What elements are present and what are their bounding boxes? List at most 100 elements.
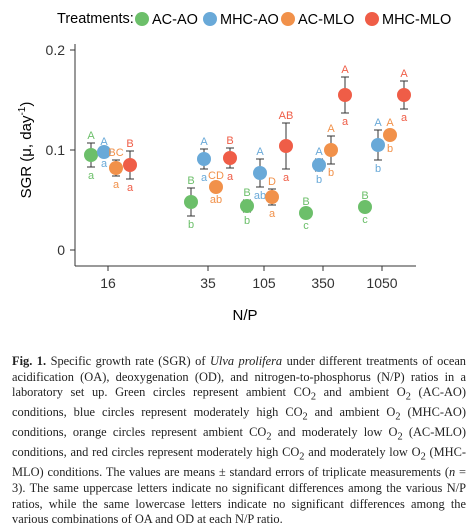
point-ac-mlo-16: [109, 161, 123, 175]
data-marks: Aa BbBbBcBcAaAaAabAbAbBCaCDabDaAbAbBaBaAB…: [84, 64, 411, 232]
point-ac-ao-350: [299, 206, 313, 220]
upper-letter-mhc-ao-350: A: [315, 146, 323, 158]
caption-text: and ambient O: [307, 405, 396, 420]
sgr-chart: Treatments: AC-AO MHC-AO AC-MLO MHC-MLO 0 0.…: [17, 11, 451, 324]
legend-marker-ac-ao: [135, 12, 149, 26]
point-mhc-mlo-1050: [397, 88, 411, 102]
x-tick-label: 1050: [366, 275, 397, 291]
lower-letter-mhc-mlo-35: a: [227, 171, 234, 183]
caption-species: Ulva prolifera: [209, 354, 283, 368]
x-axis-label: N/P: [232, 307, 257, 324]
y-tick-label: 0: [57, 242, 65, 258]
point-ac-mlo-350: [324, 143, 338, 157]
upper-letter-mhc-mlo-350: A: [341, 64, 349, 76]
upper-letter-mhc-ao-1050: A: [374, 117, 382, 129]
legend-label-ac-ao: AC-AO: [152, 12, 198, 28]
legend-label-ac-mlo: AC-MLO: [298, 12, 354, 28]
caption-text: and ambient O: [316, 385, 406, 400]
caption-text: (AC-MLO) conditions, and red circles rep…: [12, 425, 466, 460]
legend: Treatments: AC-AO MHC-AO AC-MLO MHC-MLO: [57, 11, 451, 28]
point-mhc-ao-35: [197, 152, 211, 166]
legend-title: Treatments:: [57, 11, 134, 27]
caption-text: (MHC-AO) conditions, orange circles repr…: [12, 405, 466, 440]
point-ac-ao-35: [184, 195, 198, 209]
caption-sub: 2: [266, 431, 272, 443]
lower-letter-ac-ao-16: a: [88, 170, 95, 182]
lower-letter-mhc-ao-350: b: [316, 174, 322, 186]
upper-letter-mhc-ao-16: A: [100, 136, 108, 148]
point-ac-mlo-35: [209, 180, 223, 194]
upper-letter-mhc-mlo-16: B: [126, 138, 133, 150]
y-tick-label: 0.2: [46, 42, 66, 58]
upper-letter-mhc-ao-105: A: [256, 146, 264, 158]
point-mhc-mlo-350: [338, 88, 352, 102]
upper-letter-ac-ao-105: B: [243, 187, 250, 199]
lower-letter-ac-mlo-16: a: [113, 179, 120, 191]
caption-sub: 2: [299, 451, 305, 463]
x-tick-label: 350: [311, 275, 335, 291]
x-tick-label: 16: [100, 275, 116, 291]
lower-letter-mhc-mlo-105: a: [283, 172, 290, 184]
lower-letter-ac-ao-105: b: [244, 215, 250, 227]
point-ac-mlo-1050: [383, 128, 397, 142]
upper-letter-ac-mlo-16: BC: [108, 147, 123, 159]
upper-letter-ac-ao-1050: B: [361, 190, 368, 202]
lower-letter-mhc-mlo-1050: a: [401, 112, 408, 124]
lower-letter-ac-ao-35: b: [188, 219, 194, 231]
caption-sub: 2: [310, 391, 316, 403]
caption-sub: 2: [395, 411, 401, 423]
caption-text: (MHC-MLO) conditions. The values are mea…: [12, 445, 466, 480]
upper-letter-ac-mlo-35: CD: [208, 170, 224, 182]
point-ac-ao-105: [240, 199, 254, 213]
upper-letter-ac-ao-350: B: [302, 196, 309, 208]
upper-letter-ac-mlo-350: A: [327, 123, 335, 135]
caption-text: under different treatments of ocean acid…: [12, 354, 467, 400]
upper-letter-ac-ao-16: A: [87, 130, 95, 142]
caption-sub: 2: [397, 431, 403, 443]
legend-marker-ac-mlo: [281, 12, 295, 26]
lower-letter-mhc-ao-1050: b: [375, 163, 381, 175]
lower-letter-mhc-mlo-16: a: [127, 182, 134, 194]
legend-marker-mhc-mlo: [365, 12, 379, 26]
point-mhc-ao-105: [253, 166, 267, 180]
caption-sub: 2: [405, 391, 411, 403]
upper-letter-mhc-mlo-1050: A: [400, 68, 408, 80]
upper-letter-mhc-mlo-35: B: [226, 135, 233, 147]
point-ac-ao-1050: [358, 200, 372, 214]
lower-letter-ac-ao-350: c: [303, 220, 309, 232]
lower-letter-mhc-ao-105: ab: [254, 190, 266, 202]
lower-letter-ac-ao-1050: c: [362, 214, 368, 226]
caption-sub: 2: [420, 451, 426, 463]
caption-n: n: [448, 465, 456, 480]
point-mhc-ao-16: [97, 145, 111, 159]
upper-letter-ac-ao-35: B: [187, 175, 194, 187]
upper-letter-mhc-mlo-105: AB: [279, 110, 294, 122]
x-tick-label: 35: [200, 275, 216, 291]
upper-letter-mhc-ao-35: A: [200, 136, 208, 148]
caption-text: and moderately low O: [271, 425, 398, 440]
point-mhc-mlo-105: [279, 139, 293, 153]
caption-sub: 2: [302, 411, 308, 423]
point-mhc-mlo-16: [123, 158, 137, 172]
point-mhc-ao-1050: [371, 138, 385, 152]
caption-text: (AC-AO) conditions, blue circles represe…: [12, 385, 466, 420]
y-axis-label: SGR (μ, day-1): [17, 102, 35, 199]
caption-text: and moderately low O: [304, 445, 421, 460]
caption-text: Specific growth rate (SGR) of: [46, 354, 210, 368]
lower-letter-mhc-ao-16: a: [101, 158, 108, 170]
lower-letter-ac-mlo-35: ab: [210, 194, 222, 206]
x-tick-label: 105: [252, 275, 276, 291]
upper-letter-ac-mlo-105: D: [268, 176, 276, 188]
caption-fig-label: Fig. 1.: [12, 354, 47, 368]
legend-marker-mhc-ao: [203, 12, 217, 26]
figure-caption: Fig. 1. Specific growth rate (SGR) of Ul…: [12, 354, 466, 528]
lower-letter-ac-mlo-105: a: [269, 208, 276, 220]
point-mhc-mlo-35: [223, 151, 237, 165]
lower-letter-ac-mlo-1050: b: [387, 143, 393, 155]
plot-area: 00.10.2 16 35 105 350 1050 Aa BbBbBcBcAaAaAab…: [46, 42, 416, 291]
y-ticks: 0 0.1 0.2: [46, 42, 75, 258]
lower-letter-ac-mlo-350: b: [328, 167, 334, 179]
point-ac-mlo-105: [265, 190, 279, 204]
x-ticks: 16 35 105 350 1050: [100, 266, 398, 291]
legend-label-mhc-mlo: MHC-MLO: [382, 12, 451, 28]
